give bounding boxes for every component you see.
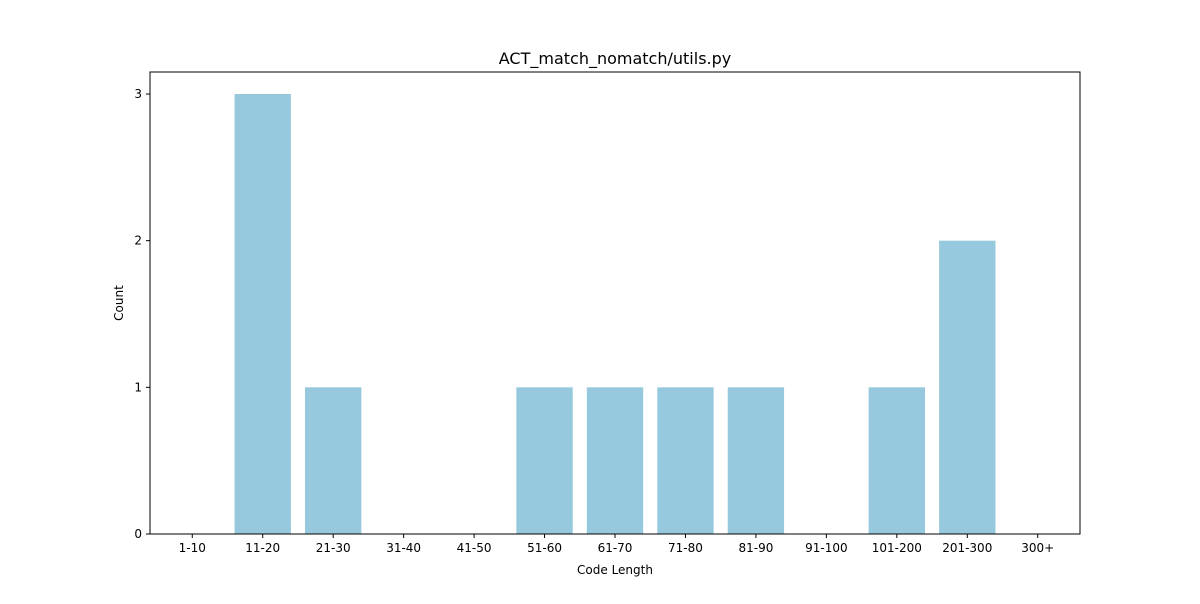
x-tick-label: 21-30 bbox=[316, 541, 351, 555]
chart-title: ACT_match_nomatch/utils.py bbox=[499, 49, 731, 69]
x-tick-label: 31-40 bbox=[386, 541, 421, 555]
bars-layer bbox=[234, 94, 996, 534]
y-axis-ticks: 0 1 2 3 bbox=[134, 87, 150, 541]
x-tick-label: 1-10 bbox=[179, 541, 206, 555]
bar-21-30 bbox=[305, 387, 362, 534]
x-axis-ticks: 1-10 11-20 21-30 31-40 41-50 51-60 61-70 71-80 8… bbox=[179, 534, 1054, 555]
x-tick-label: 81-90 bbox=[738, 541, 773, 555]
y-tick-label: 1 bbox=[134, 380, 142, 394]
y-tick-label: 2 bbox=[134, 234, 142, 248]
x-tick-label: 51-60 bbox=[527, 541, 562, 555]
x-tick-label: 201-300 bbox=[942, 541, 992, 555]
y-tick-label: 0 bbox=[134, 527, 142, 541]
x-tick-label: 300+ bbox=[1021, 541, 1054, 555]
bar-61-70 bbox=[586, 387, 644, 534]
plot-frame bbox=[149, 71, 1081, 535]
x-tick-label: 71-80 bbox=[668, 541, 703, 555]
x-tick-label: 101-200 bbox=[872, 541, 922, 555]
x-tick-label: 91-100 bbox=[805, 541, 848, 555]
bar-81-90 bbox=[727, 387, 785, 534]
bar-101-200 bbox=[868, 387, 925, 534]
bar-51-60 bbox=[516, 387, 573, 534]
y-axis-label: Count bbox=[112, 285, 126, 321]
x-tick-label: 61-70 bbox=[598, 541, 633, 555]
bar-201-300 bbox=[939, 240, 996, 534]
bar-71-80 bbox=[657, 387, 714, 534]
x-axis-label: Code Length bbox=[577, 563, 653, 577]
x-tick-label: 11-20 bbox=[245, 541, 280, 555]
y-tick-label: 3 bbox=[134, 87, 142, 101]
bar-11-20 bbox=[234, 94, 291, 534]
x-tick-label: 41-50 bbox=[457, 541, 492, 555]
